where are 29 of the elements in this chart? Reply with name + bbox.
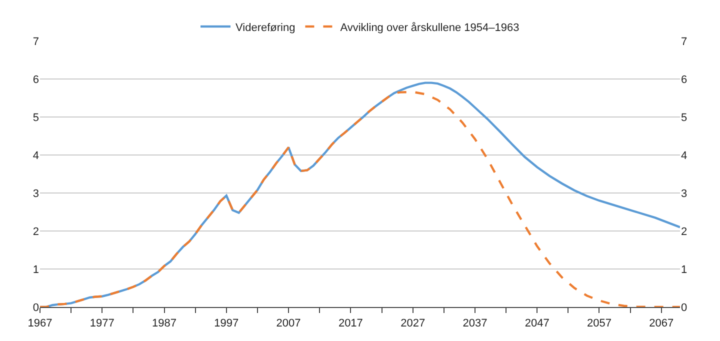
x-tick-label: 2037 <box>462 317 488 330</box>
y2-tick-label: 5 <box>681 112 688 124</box>
x-tick-label: 2017 <box>338 317 363 330</box>
x-tick-label: 1977 <box>90 317 114 330</box>
x-tick-label: 1997 <box>214 317 239 330</box>
y-tick-label: 3 <box>32 188 39 200</box>
x-tick-label: 1987 <box>152 317 177 330</box>
y2-tick-label: 6 <box>681 74 688 86</box>
y2-tick-label: 4 <box>681 150 688 162</box>
x-tick-label: 2057 <box>586 317 612 330</box>
x-tick-label: 2047 <box>524 317 550 330</box>
y-tick-label: 5 <box>32 112 39 124</box>
x-tick-label: 2007 <box>276 317 301 330</box>
y-tick-label: 7 <box>32 36 39 48</box>
y-tick-label: 2 <box>32 226 39 238</box>
y-tick-label: 6 <box>32 74 39 86</box>
y-tick-label: 4 <box>32 150 39 162</box>
legend-label: Videreføring <box>236 22 296 34</box>
y-tick-label: 1 <box>32 264 39 276</box>
x-tick-label: 1967 <box>28 317 52 330</box>
x-tick-label: 2067 <box>649 317 674 330</box>
y2-tick-label: 3 <box>681 188 688 200</box>
y2-tick-label: 7 <box>681 36 688 48</box>
y2-tick-label: 1 <box>681 264 688 276</box>
x-tick-label: 2027 <box>400 317 426 330</box>
y-tick-label: 0 <box>32 302 39 314</box>
legend-label: Avvikling over årskullene 1954–1963 <box>340 22 520 34</box>
y2-tick-label: 2 <box>681 226 688 238</box>
y2-tick-label: 0 <box>681 302 688 314</box>
